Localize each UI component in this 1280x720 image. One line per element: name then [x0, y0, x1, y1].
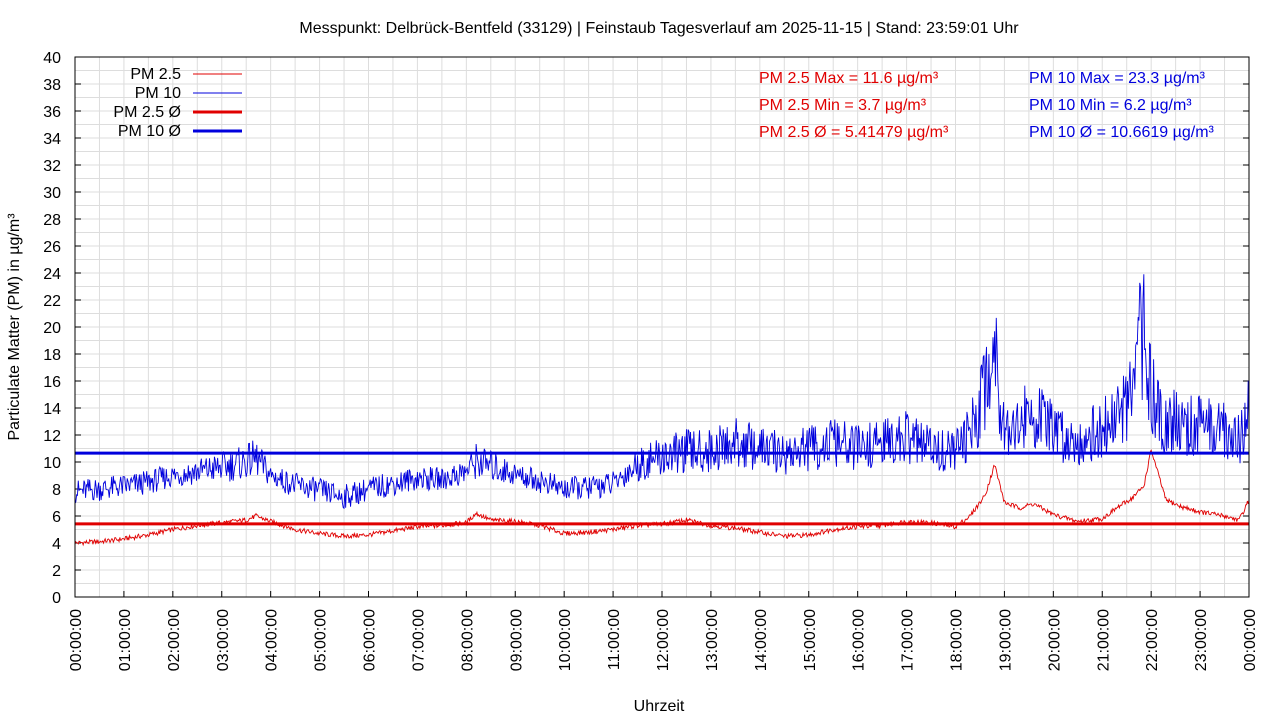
x-axis-label: Uhrzeit	[634, 698, 685, 715]
x-tick-label: 02:00:00	[166, 609, 183, 671]
pm10-stat-label: PM 10 Max = 23.3 µg/m³	[1029, 70, 1206, 87]
x-tick-label: 19:00:00	[997, 609, 1014, 671]
x-tick-label: 16:00:00	[851, 609, 868, 671]
legend-label: PM 10	[135, 85, 181, 102]
x-tick-label: 20:00:00	[1046, 609, 1063, 671]
legend-label: PM 2.5 Ø	[113, 104, 181, 121]
plot-area-border	[74, 56, 1250, 598]
x-tick-label: 21:00:00	[1095, 609, 1112, 671]
y-tick-label: 24	[43, 266, 61, 283]
x-tick-label: 12:00:00	[655, 609, 672, 671]
y-tick-label: 20	[43, 320, 61, 337]
x-tick-label: 23:00:00	[1193, 609, 1210, 671]
y-tick-label: 28	[43, 212, 61, 229]
y-axis-label: Particulate Matter (PM) in µg/m³	[6, 213, 23, 441]
x-tick-label: 01:00:00	[117, 609, 134, 671]
y-tick-label: 22	[43, 293, 61, 310]
x-tick-label: 15:00:00	[802, 609, 819, 671]
y-tick-label: 12	[43, 428, 61, 445]
y-tick-label: 34	[43, 131, 61, 148]
x-tick-label: 11:00:00	[606, 609, 623, 670]
y-tick-label: 8	[52, 482, 61, 499]
x-tick-label: 08:00:00	[459, 609, 476, 671]
y-tick-label: 6	[52, 509, 61, 526]
x-tick-label: 07:00:00	[410, 609, 427, 671]
legend-label: PM 2.5	[130, 66, 181, 83]
x-tick-label: 10:00:00	[557, 609, 574, 671]
pm10-stat-label: PM 10 Min = 6.2 µg/m³	[1029, 97, 1192, 114]
x-tick-label: 18:00:00	[949, 609, 966, 671]
pm10-stat-label: PM 10 Ø = 10.6619 µg/m³	[1029, 124, 1215, 141]
x-tick-label: 00:00:00	[68, 609, 85, 671]
y-tick-label: 2	[52, 563, 61, 580]
pm25-stat-label: PM 2.5 Ø = 5.41479 µg/m³	[759, 124, 949, 141]
series-layer	[74, 274, 1250, 547]
y-tick-label: 30	[43, 185, 61, 202]
x-tick-label: 09:00:00	[508, 609, 525, 671]
x-tick-label: 14:00:00	[753, 609, 770, 671]
axis-ticks: 024681012141618202224262830323436384000:…	[43, 50, 1259, 671]
y-tick-label: 38	[43, 77, 61, 94]
pm25-stat-label: PM 2.5 Min = 3.7 µg/m³	[759, 97, 927, 114]
legend: PM 2.5 PM 10 PM 2.5 Ø PM 10 Ø	[113, 66, 242, 140]
grid	[74, 56, 1250, 598]
y-tick-label: 40	[43, 50, 61, 67]
x-tick-label: 05:00:00	[313, 609, 330, 671]
y-tick-label: 18	[43, 347, 61, 364]
y-tick-label: 16	[43, 374, 61, 391]
stats-annotations: PM 2.5 Max = 11.6 µg/m³ PM 2.5 Min = 3.7 …	[759, 70, 1215, 141]
x-tick-label: 04:00:00	[264, 609, 281, 671]
legend-label: PM 10 Ø	[118, 123, 181, 140]
y-tick-label: 36	[43, 104, 61, 121]
y-tick-label: 10	[43, 455, 61, 472]
y-tick-label: 0	[52, 590, 61, 607]
x-tick-label: 22:00:00	[1144, 609, 1161, 671]
y-tick-label: 4	[52, 536, 61, 553]
x-tick-label: 06:00:00	[362, 609, 379, 671]
y-tick-label: 14	[43, 401, 61, 418]
y-tick-label: 26	[43, 239, 61, 256]
x-tick-label: 00:00:00	[1242, 609, 1259, 671]
x-tick-label: 13:00:00	[704, 609, 721, 671]
x-tick-label: 03:00:00	[215, 609, 232, 671]
chart-title: Messpunkt: Delbrück-Bentfeld (33129) | F…	[299, 20, 1019, 37]
x-tick-label: 17:00:00	[900, 609, 917, 671]
y-tick-label: 32	[43, 158, 61, 175]
pm25-stat-label: PM 2.5 Max = 11.6 µg/m³	[759, 70, 939, 87]
